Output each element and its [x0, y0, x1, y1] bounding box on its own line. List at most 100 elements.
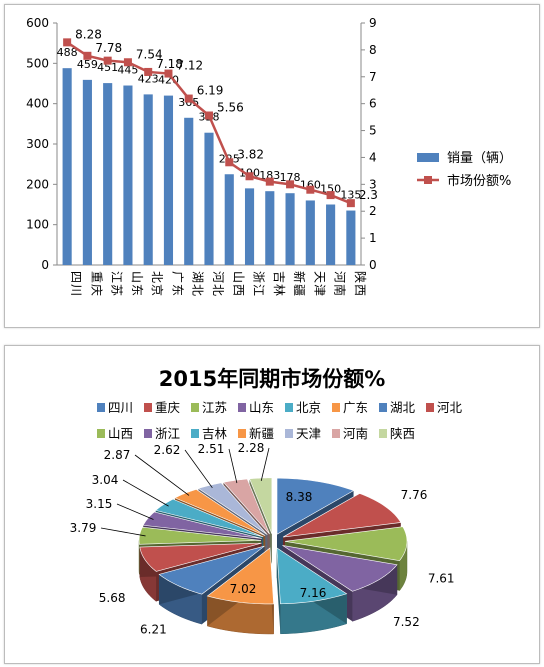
share-marker — [164, 70, 172, 78]
share-value-label: 5.56 — [217, 100, 244, 114]
legend-label-share: 市场份额% — [447, 173, 511, 189]
bar-value-label: 459 — [77, 58, 98, 71]
share-marker — [104, 57, 112, 65]
legend-swatch-江苏 — [191, 403, 199, 412]
legend-label: 天津 — [296, 426, 321, 441]
pie-tops — [139, 478, 407, 604]
bar-四川 — [63, 68, 72, 265]
right-tick-label: 6 — [369, 97, 377, 111]
right-tick-label: 8 — [369, 43, 377, 57]
legend-label: 新疆 — [249, 426, 274, 441]
legend-swatch-广东 — [332, 403, 340, 412]
bar-浙江 — [245, 188, 254, 265]
pie-value-label: 2.51 — [198, 442, 225, 456]
legend-swatch-share-marker — [424, 176, 432, 184]
right-tick-label: 9 — [369, 16, 377, 30]
legend-swatch-浙江 — [144, 429, 152, 438]
share-value-label: 7.12 — [176, 59, 203, 73]
bar-山东 — [123, 86, 132, 265]
left-tick-label: 300 — [26, 137, 49, 151]
legend-label-sales: 销量（辆） — [447, 151, 512, 166]
share-marker — [327, 191, 335, 199]
pie-value-label: 7.52 — [393, 615, 420, 629]
share-pie-panel: 2015年同期市场份额% 四川重庆江苏山东北京广东湖北河北山西浙江吉林新疆天津河… — [4, 345, 540, 664]
right-tick-label: 1 — [369, 231, 377, 245]
legend-swatch-河南 — [332, 429, 340, 438]
share-value-label: 8.28 — [75, 27, 102, 41]
pie-value-label: 5.68 — [99, 591, 126, 605]
share-marker — [306, 186, 314, 194]
legend-swatch-山西 — [97, 429, 105, 438]
bar-山西 — [225, 174, 234, 265]
pie-value-label: 3.15 — [86, 497, 113, 511]
legend-swatch-湖北 — [379, 403, 387, 412]
legend-swatch-重庆 — [144, 403, 152, 412]
right-tick-label: 5 — [369, 124, 377, 138]
left-tick-label: 0 — [41, 258, 49, 272]
share-marker — [246, 172, 254, 180]
sales-combo-chart: 01002003004005006000123456789488四川459重庆4… — [5, 5, 539, 327]
category-label: 北京 — [150, 271, 164, 297]
pie-value-label: 8.38 — [286, 490, 313, 504]
legend-label: 江苏 — [202, 400, 227, 415]
category-label: 天津 — [312, 271, 326, 297]
pie-leader-line — [101, 528, 146, 536]
pie-leader-line — [117, 504, 154, 519]
left-tick-label: 100 — [26, 218, 49, 232]
pie-value-label: 2.87 — [104, 448, 131, 462]
pie-leader-line — [229, 449, 237, 483]
pie-value-label: 2.28 — [238, 441, 265, 455]
bar-陕西 — [346, 211, 355, 265]
legend-label: 山西 — [108, 426, 133, 441]
legend-swatch-吉林 — [191, 429, 199, 438]
legend-swatch-四川 — [97, 403, 105, 412]
pie-value-label: 2.62 — [154, 443, 181, 457]
legend-label: 北京 — [296, 400, 321, 415]
pie-value-label: 3.79 — [70, 521, 97, 535]
share-marker — [185, 95, 193, 103]
pie-leader-line — [135, 455, 189, 495]
legend-swatch-天津 — [285, 429, 293, 438]
share-value-label: 2.3 — [359, 188, 378, 202]
share-marker — [347, 199, 355, 207]
pie-title: 2015年同期市场份额% — [159, 367, 386, 391]
pie-value-label: 7.16 — [300, 586, 327, 600]
legend-swatch-山东 — [238, 403, 246, 412]
category-label: 四川 — [69, 271, 83, 297]
pie-value-label: 7.02 — [230, 582, 257, 596]
legend-label: 四川 — [108, 400, 133, 415]
bar-广东 — [164, 96, 173, 265]
share-marker — [83, 52, 91, 60]
pie-value-label: 7.76 — [401, 488, 428, 502]
right-tick-label: 7 — [369, 70, 377, 84]
right-tick-label: 2 — [369, 204, 377, 218]
share-marker — [124, 58, 132, 66]
legend-label: 重庆 — [155, 400, 181, 415]
legend-label: 湖北 — [390, 400, 416, 415]
share-value-label: 6.19 — [197, 84, 224, 98]
category-label: 河南 — [333, 271, 348, 297]
share-marker — [286, 180, 294, 188]
left-tick-label: 400 — [26, 97, 49, 111]
left-tick-label: 200 — [26, 177, 49, 191]
legend-label: 浙江 — [155, 426, 180, 441]
category-label: 新疆 — [292, 271, 307, 297]
category-label: 江苏 — [110, 271, 124, 297]
bar-江苏 — [103, 83, 112, 265]
category-label: 浙江 — [252, 271, 266, 297]
category-label: 陕西 — [353, 271, 368, 297]
bar-湖北 — [184, 118, 193, 265]
bar-河北 — [204, 133, 213, 265]
pie-leader-line — [123, 480, 169, 506]
category-label: 山西 — [231, 271, 245, 297]
bar-吉林 — [265, 191, 274, 265]
right-tick-label: 0 — [369, 258, 377, 272]
legend-label: 广东 — [343, 400, 368, 415]
pie-value-label: 3.04 — [92, 473, 119, 487]
category-label: 河北 — [211, 271, 225, 297]
pie-value-label: 7.61 — [428, 571, 455, 585]
legend-label: 山东 — [249, 400, 274, 415]
share-value-label: 7.78 — [95, 41, 122, 55]
category-label: 重庆 — [89, 271, 103, 297]
